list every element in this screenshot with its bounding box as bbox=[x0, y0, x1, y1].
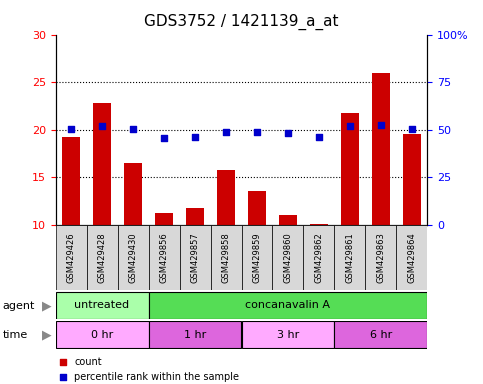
Text: percentile rank within the sample: percentile rank within the sample bbox=[74, 372, 239, 382]
Text: GSM429864: GSM429864 bbox=[408, 232, 416, 283]
Text: 0 hr: 0 hr bbox=[91, 329, 113, 340]
Bar bbox=[56, 321, 149, 348]
Text: GSM429860: GSM429860 bbox=[284, 232, 293, 283]
Text: GSM429862: GSM429862 bbox=[314, 232, 324, 283]
Point bbox=[98, 123, 106, 129]
Bar bbox=[56, 292, 149, 319]
Bar bbox=[149, 292, 427, 319]
Point bbox=[59, 359, 67, 365]
Point bbox=[222, 128, 230, 134]
Text: GDS3752 / 1421139_a_at: GDS3752 / 1421139_a_at bbox=[144, 13, 339, 30]
Bar bbox=[303, 225, 334, 290]
Bar bbox=[366, 225, 397, 290]
Text: GSM429863: GSM429863 bbox=[376, 232, 385, 283]
Bar bbox=[56, 225, 86, 290]
Text: count: count bbox=[74, 356, 102, 367]
Bar bbox=[186, 209, 204, 225]
Text: GSM429861: GSM429861 bbox=[345, 232, 355, 283]
Text: GSM429430: GSM429430 bbox=[128, 232, 138, 283]
Text: concanavalin A: concanavalin A bbox=[245, 300, 330, 311]
Point bbox=[315, 134, 323, 140]
Bar bbox=[217, 169, 235, 225]
Bar bbox=[180, 225, 211, 290]
Bar bbox=[310, 224, 328, 225]
Bar bbox=[62, 137, 80, 225]
Bar bbox=[403, 134, 421, 225]
Bar bbox=[242, 321, 334, 348]
Bar bbox=[155, 213, 173, 225]
Text: ▶: ▶ bbox=[42, 299, 52, 312]
Bar bbox=[117, 225, 149, 290]
Point bbox=[191, 134, 199, 140]
Point bbox=[284, 130, 292, 136]
Bar bbox=[211, 225, 242, 290]
Text: 6 hr: 6 hr bbox=[370, 329, 392, 340]
Text: ▶: ▶ bbox=[42, 328, 52, 341]
Point bbox=[59, 374, 67, 380]
Bar bbox=[279, 215, 297, 225]
Bar bbox=[397, 225, 427, 290]
Point bbox=[67, 126, 75, 132]
Bar bbox=[149, 321, 242, 348]
Text: GSM429426: GSM429426 bbox=[67, 232, 75, 283]
Point bbox=[346, 123, 354, 129]
Bar bbox=[334, 225, 366, 290]
Bar bbox=[334, 321, 427, 348]
Text: time: time bbox=[2, 330, 28, 340]
Bar bbox=[242, 225, 272, 290]
Text: untreated: untreated bbox=[74, 300, 129, 311]
Bar bbox=[86, 225, 117, 290]
Point bbox=[160, 135, 168, 141]
Point bbox=[377, 122, 385, 128]
Bar bbox=[93, 103, 112, 225]
Text: GSM429859: GSM429859 bbox=[253, 232, 261, 283]
Bar bbox=[372, 73, 390, 225]
Bar bbox=[341, 113, 359, 225]
Bar bbox=[248, 191, 266, 225]
Bar bbox=[149, 225, 180, 290]
Bar bbox=[272, 225, 303, 290]
Bar bbox=[124, 163, 142, 225]
Text: GSM429857: GSM429857 bbox=[190, 232, 199, 283]
Point bbox=[408, 126, 416, 132]
Point bbox=[253, 128, 261, 134]
Text: 1 hr: 1 hr bbox=[184, 329, 206, 340]
Text: GSM429858: GSM429858 bbox=[222, 232, 230, 283]
Text: GSM429856: GSM429856 bbox=[159, 232, 169, 283]
Text: 3 hr: 3 hr bbox=[277, 329, 299, 340]
Text: agent: agent bbox=[2, 301, 35, 311]
Text: GSM429428: GSM429428 bbox=[98, 232, 107, 283]
Point bbox=[129, 126, 137, 132]
